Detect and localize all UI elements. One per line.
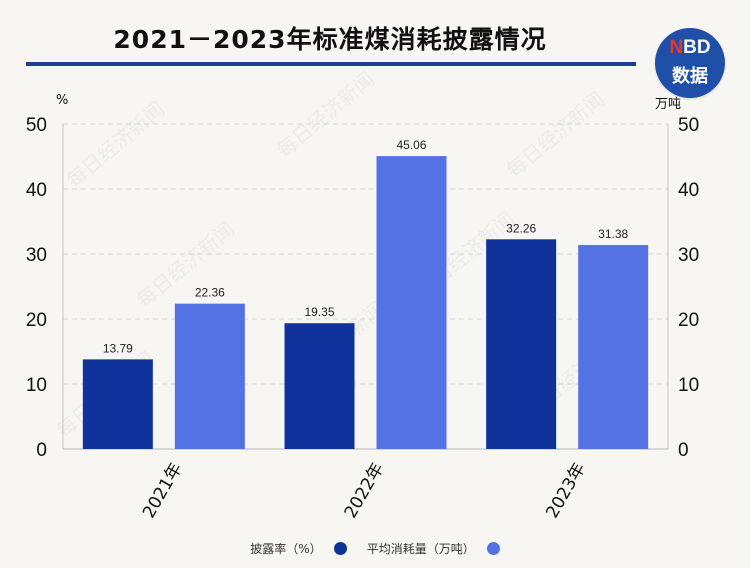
- right-axis-tick-label: 30: [678, 245, 699, 266]
- chart-title: 2021－2023年标准煤消耗披露情况: [113, 25, 547, 54]
- bar-avg-consumption: [578, 245, 649, 449]
- bar-avg-consumption: [174, 303, 245, 449]
- logo-letter-n: N: [669, 37, 684, 58]
- bar-disclosure-rate: [486, 239, 557, 449]
- legend-item-disclosure-rate: 披露率（%）: [250, 540, 347, 557]
- right-axis-tick-label: 10: [678, 375, 699, 396]
- right-axis-tick-label: 40: [678, 180, 699, 201]
- x-axis-category-label: 2022年: [341, 460, 388, 522]
- left-axis-tick-label: 30: [26, 245, 47, 266]
- legend-label-avg-consumption: 平均消耗量（万吨）: [366, 542, 475, 556]
- nbd-logo: NBD 数据: [655, 28, 725, 98]
- left-axis-tick-label: 40: [26, 180, 47, 201]
- watermark-text: 每日经济新闻: [272, 67, 379, 163]
- bar-data-label: 22.36: [195, 286, 225, 300]
- logo-wordmark: NBD: [655, 37, 725, 59]
- right-axis-tick-label: 50: [678, 115, 699, 136]
- logo-subtitle: 数据: [672, 66, 708, 87]
- x-axis-category-label: 2021年: [139, 460, 186, 522]
- left-axis-tick-label: 10: [26, 375, 47, 396]
- bar-data-label: 31.38: [598, 227, 628, 241]
- bar-data-label: 45.06: [396, 138, 426, 152]
- title-underline: [26, 62, 636, 66]
- left-axis-tick-label: 50: [26, 115, 47, 136]
- left-axis-tick-label: 0: [36, 440, 47, 461]
- left-axis-tick-label: 20: [26, 310, 47, 331]
- bar-data-label: 19.35: [304, 305, 334, 319]
- legend-dot-avg-consumption: [486, 542, 500, 555]
- right-axis-unit: 万吨: [655, 97, 682, 112]
- watermark-text: 每日经济新闻: [62, 97, 169, 193]
- legend-item-avg-consumption: 平均消耗量（万吨）: [367, 540, 500, 557]
- bar-data-label: 32.26: [506, 221, 536, 235]
- logo-letters-bd: BD: [683, 37, 711, 58]
- left-axis-unit: %: [56, 93, 69, 108]
- x-axis-category-label: 2023年: [542, 460, 589, 522]
- legend-label-disclosure-rate: 披露率（%）: [250, 542, 322, 556]
- watermark-text: 每日经济新闻: [502, 87, 609, 183]
- right-axis-tick-label: 0: [678, 440, 689, 461]
- bar-data-label: 13.79: [103, 341, 133, 355]
- bar-disclosure-rate: [284, 323, 355, 449]
- legend-dot-disclosure-rate: [333, 542, 347, 555]
- chart-legend: 披露率（%） 平均消耗量（万吨）: [0, 540, 750, 557]
- right-axis-tick-label: 20: [678, 310, 699, 331]
- bar-avg-consumption: [376, 156, 447, 450]
- bar-disclosure-rate: [82, 359, 153, 449]
